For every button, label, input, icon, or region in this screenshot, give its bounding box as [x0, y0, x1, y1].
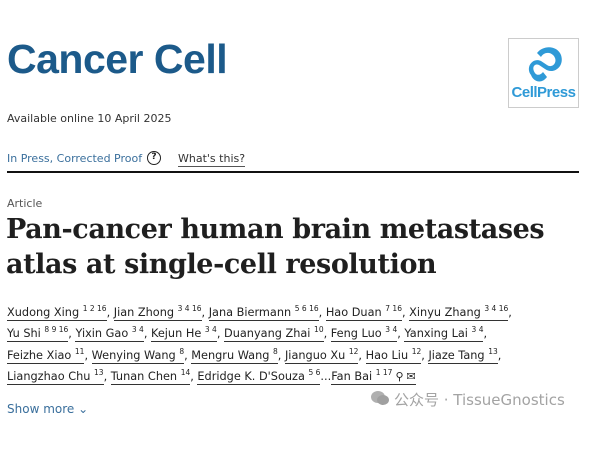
affiliation-refs: 7 16 [385, 304, 402, 313]
author-link-corresponding[interactable]: Fan Bai 1 17 ⚲ ✉ [331, 367, 416, 385]
author-link[interactable]: Jian Zhong 3 4 16 [113, 304, 202, 321]
show-more-button[interactable]: Show more ⌄ [7, 402, 88, 416]
affiliation-refs: 12 [411, 346, 422, 356]
author-name: Feizhe Xiao [7, 348, 72, 362]
author-name: Jian Zhong [113, 306, 175, 319]
author-name: Edridge K. D'Souza [197, 369, 305, 383]
affiliation-refs: 1 17 [375, 367, 393, 377]
author-name: Xudong Xing [7, 306, 80, 319]
author-link[interactable]: Jiaze Tang 13 [428, 346, 498, 364]
whats-this-link[interactable]: What's this? [178, 152, 246, 167]
question-circle-icon[interactable]: ? [147, 151, 161, 165]
cellpress-icon [528, 47, 562, 82]
author-link[interactable]: Yanxing Lai 3 4 [404, 325, 484, 343]
author-row: Yu Shi 8 9 16, Yixin Gao 3 4, Kejun He 3… [7, 325, 488, 343]
author-name: Liangzhao Chu [7, 369, 91, 383]
cellpress-logo[interactable]: CellPress [508, 38, 579, 108]
author-link[interactable]: Xinyu Zhang 3 4 16 [409, 304, 509, 321]
cellpress-wordmark: CellPress [511, 84, 576, 101]
author-link[interactable]: Jana Biermann 5 6 16 [208, 304, 319, 321]
author-name: Feng Luo [330, 327, 382, 341]
affiliation-refs: 3 4 [385, 325, 398, 335]
journal-title[interactable]: Cancer Cell [7, 36, 228, 82]
wechat-icon [370, 390, 390, 410]
chevron-down-icon: ⌄ [78, 402, 89, 416]
affiliation-refs: 13 [488, 346, 498, 356]
author-link[interactable]: Hao Liu 12 [365, 346, 422, 364]
author-name: Yu Shi [7, 327, 41, 341]
affiliation-refs: 8 [273, 346, 278, 356]
watermark-text: 公众号 · TissueGnostics [394, 391, 565, 409]
author-link[interactable]: Kejun He 3 4 [151, 325, 217, 343]
affiliation-refs: 1 2 16 [82, 304, 107, 313]
author-link[interactable]: Liangzhao Chu 13 [7, 367, 104, 385]
author-row: Feizhe Xiao 11, Wenying Wang 8, Mengru W… [7, 346, 502, 364]
affiliation-refs: 3 4 [204, 325, 217, 335]
author-name: Yixin Gao [75, 327, 129, 341]
author-link[interactable]: Xudong Xing 1 2 16 [7, 304, 107, 321]
affiliation-refs: 3 4 16 [484, 304, 509, 313]
affiliation-refs: 13 [94, 367, 104, 377]
affiliation-refs: 12 [348, 346, 359, 356]
author-link[interactable]: Hao Duan 7 16 [325, 304, 402, 321]
author-link[interactable]: Feng Luo 3 4 [330, 325, 398, 343]
divider [7, 171, 579, 173]
author-link[interactable]: Wenying Wang 8 [91, 346, 185, 364]
affiliation-refs: 3 4 [131, 325, 144, 335]
author-row: Xudong Xing 1 2 16, Jian Zhong 3 4 16, J… [7, 304, 512, 321]
affiliation-refs: 5 6 16 [294, 304, 319, 313]
affiliation-refs: 8 [179, 346, 185, 356]
author-name: Jiaze Tang [428, 348, 485, 362]
envelope-icon: ✉ [406, 369, 416, 383]
person-icon: ⚲ [395, 369, 404, 383]
affiliation-refs: 3 4 [471, 325, 484, 335]
author-link[interactable]: Feizhe Xiao 11 [7, 346, 85, 364]
author-name: Yanxing Lai [404, 327, 468, 341]
affiliation-refs: 11 [74, 346, 85, 356]
author-name: Wenying Wang [91, 348, 176, 362]
author-link[interactable]: Yu Shi 8 9 16 [7, 325, 69, 343]
author-name: Hao Duan [325, 306, 382, 319]
author-name: Duanyang Zhai [224, 327, 311, 341]
author-name: Tunan Chen [110, 369, 178, 383]
affiliation-refs: 8 9 16 [44, 325, 69, 335]
author-name: Jianguo Xu [284, 348, 346, 362]
availability-date: Available online 10 April 2025 [7, 112, 172, 125]
author-name: Xinyu Zhang [409, 306, 481, 319]
show-more-label: Show more [7, 402, 75, 416]
author-name: Kejun He [151, 327, 202, 341]
author-name: Jana Biermann [208, 306, 292, 319]
author-link[interactable]: Tunan Chen 14 [110, 367, 191, 385]
affiliation-refs: 5 6 [308, 367, 321, 377]
author-list: Xudong Xing 1 2 16, Jian Zhong 3 4 16, J… [7, 302, 597, 387]
author-link[interactable]: Edridge K. D'Souza 5 6 [197, 367, 321, 385]
author-name: Hao Liu [365, 348, 409, 362]
affiliation-refs: 10 [314, 325, 324, 335]
watermark: 公众号 · TissueGnostics [370, 389, 565, 410]
author-link[interactable]: Yixin Gao 3 4 [75, 325, 144, 343]
article-type: Article [7, 197, 43, 210]
affiliation-refs: 14 [180, 367, 191, 377]
author-link[interactable]: Jianguo Xu 12 [284, 346, 359, 364]
article-status: In Press, Corrected Proof [7, 152, 143, 165]
article-title: Pan-cancer human brain metastases atlas … [6, 214, 545, 280]
author-link[interactable]: Duanyang Zhai 10 [224, 325, 324, 343]
author-link[interactable]: Mengru Wang 8 [191, 346, 278, 364]
author-name: Mengru Wang [191, 348, 270, 362]
author-row: Liangzhao Chu 13, Tunan Chen 14, Edridge… [7, 366, 597, 387]
author-name: Fan Bai [331, 369, 373, 383]
affiliation-refs: 3 4 16 [177, 304, 202, 313]
